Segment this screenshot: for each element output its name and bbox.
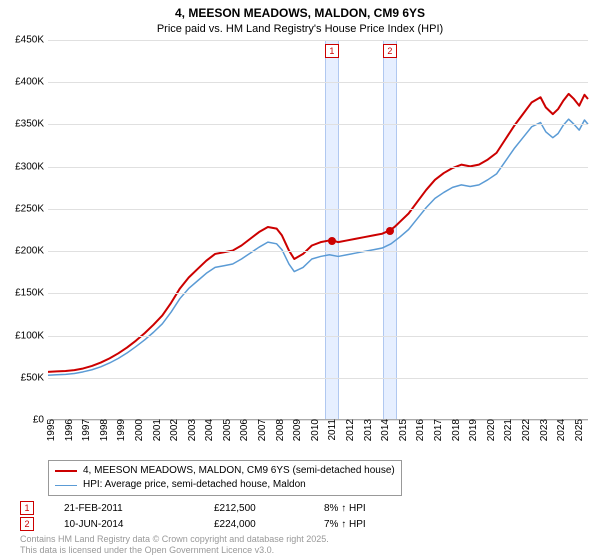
y-tick-label: £0 xyxy=(2,415,48,426)
x-tick-label: 2018 xyxy=(449,419,462,441)
table-row: 1 21-FEB-2011 £212,500 8% ↑ HPI xyxy=(20,500,434,516)
x-tick-label: 2007 xyxy=(255,419,268,441)
chart-subtitle: Price paid vs. HM Land Registry's House … xyxy=(0,22,600,40)
x-tick-label: 1997 xyxy=(79,419,92,441)
y-tick-label: £150K xyxy=(2,288,48,299)
x-tick-label: 2021 xyxy=(501,419,514,441)
x-tick-label: 2016 xyxy=(413,419,426,441)
y-tick-label: £50K xyxy=(2,372,48,383)
x-tick-label: 2025 xyxy=(572,419,585,441)
legend-swatch xyxy=(55,470,77,472)
row-index-badge: 1 xyxy=(20,501,34,515)
chart-container: 4, MEESON MEADOWS, MALDON, CM9 6YS Price… xyxy=(0,0,600,560)
sale-point-dot xyxy=(386,227,394,235)
y-tick-label: £250K xyxy=(2,203,48,214)
x-tick-label: 2013 xyxy=(361,419,374,441)
x-tick-label: 2015 xyxy=(396,419,409,441)
attribution-line: Contains HM Land Registry data © Crown c… xyxy=(20,534,329,545)
sales-table: 1 21-FEB-2011 £212,500 8% ↑ HPI 2 10-JUN… xyxy=(20,500,434,532)
series-line-property xyxy=(48,94,588,372)
x-tick-label: 2017 xyxy=(431,419,444,441)
sale-point-dot xyxy=(328,237,336,245)
attribution: Contains HM Land Registry data © Crown c… xyxy=(20,534,329,556)
row-index-badge: 2 xyxy=(20,517,34,531)
x-tick-label: 2023 xyxy=(537,419,550,441)
y-tick-label: £300K xyxy=(2,161,48,172)
x-tick-label: 2000 xyxy=(132,419,145,441)
line-layer xyxy=(48,40,588,419)
table-row: 2 10-JUN-2014 £224,000 7% ↑ HPI xyxy=(20,516,434,532)
x-tick-label: 2001 xyxy=(150,419,163,441)
legend-label: 4, MEESON MEADOWS, MALDON, CM9 6YS (semi… xyxy=(83,464,395,478)
row-date: 21-FEB-2011 xyxy=(64,503,214,514)
legend-swatch xyxy=(55,485,77,486)
row-price: £212,500 xyxy=(214,503,324,514)
x-tick-label: 2003 xyxy=(185,419,198,441)
x-tick-label: 2004 xyxy=(202,419,215,441)
sale-marker-badge: 2 xyxy=(383,44,397,58)
legend-item-property: 4, MEESON MEADOWS, MALDON, CM9 6YS (semi… xyxy=(55,464,395,478)
sale-marker-badge: 1 xyxy=(325,44,339,58)
x-tick-label: 2005 xyxy=(220,419,233,441)
x-tick-label: 1998 xyxy=(97,419,110,441)
row-price: £224,000 xyxy=(214,519,324,530)
x-tick-label: 2006 xyxy=(237,419,250,441)
x-tick-label: 2022 xyxy=(519,419,532,441)
x-tick-label: 2024 xyxy=(554,419,567,441)
legend-label: HPI: Average price, semi-detached house,… xyxy=(83,478,306,492)
x-tick-label: 2002 xyxy=(167,419,180,441)
x-tick-label: 2019 xyxy=(466,419,479,441)
y-tick-label: £200K xyxy=(2,246,48,257)
row-date: 10-JUN-2014 xyxy=(64,519,214,530)
x-tick-label: 1996 xyxy=(62,419,75,441)
row-pct: 8% ↑ HPI xyxy=(324,503,434,514)
series-line-hpi xyxy=(48,119,588,375)
x-tick-label: 2020 xyxy=(484,419,497,441)
x-tick-label: 2011 xyxy=(325,419,338,441)
legend: 4, MEESON MEADOWS, MALDON, CM9 6YS (semi… xyxy=(48,460,402,496)
x-tick-label: 2014 xyxy=(378,419,391,441)
y-tick-label: £100K xyxy=(2,330,48,341)
x-tick-label: 2010 xyxy=(308,419,321,441)
legend-item-hpi: HPI: Average price, semi-detached house,… xyxy=(55,478,395,492)
attribution-line: This data is licensed under the Open Gov… xyxy=(20,545,329,556)
plot-area: £0£50K£100K£150K£200K£250K£300K£350K£400… xyxy=(48,40,588,420)
x-tick-label: 2008 xyxy=(273,419,286,441)
y-tick-label: £350K xyxy=(2,119,48,130)
x-tick-label: 1999 xyxy=(114,419,127,441)
x-tick-label: 2009 xyxy=(290,419,303,441)
x-tick-label: 2012 xyxy=(343,419,356,441)
x-tick-label: 1995 xyxy=(44,419,57,441)
chart-title: 4, MEESON MEADOWS, MALDON, CM9 6YS xyxy=(0,0,600,22)
y-tick-label: £400K xyxy=(2,77,48,88)
row-pct: 7% ↑ HPI xyxy=(324,519,434,530)
y-tick-label: £450K xyxy=(2,35,48,46)
